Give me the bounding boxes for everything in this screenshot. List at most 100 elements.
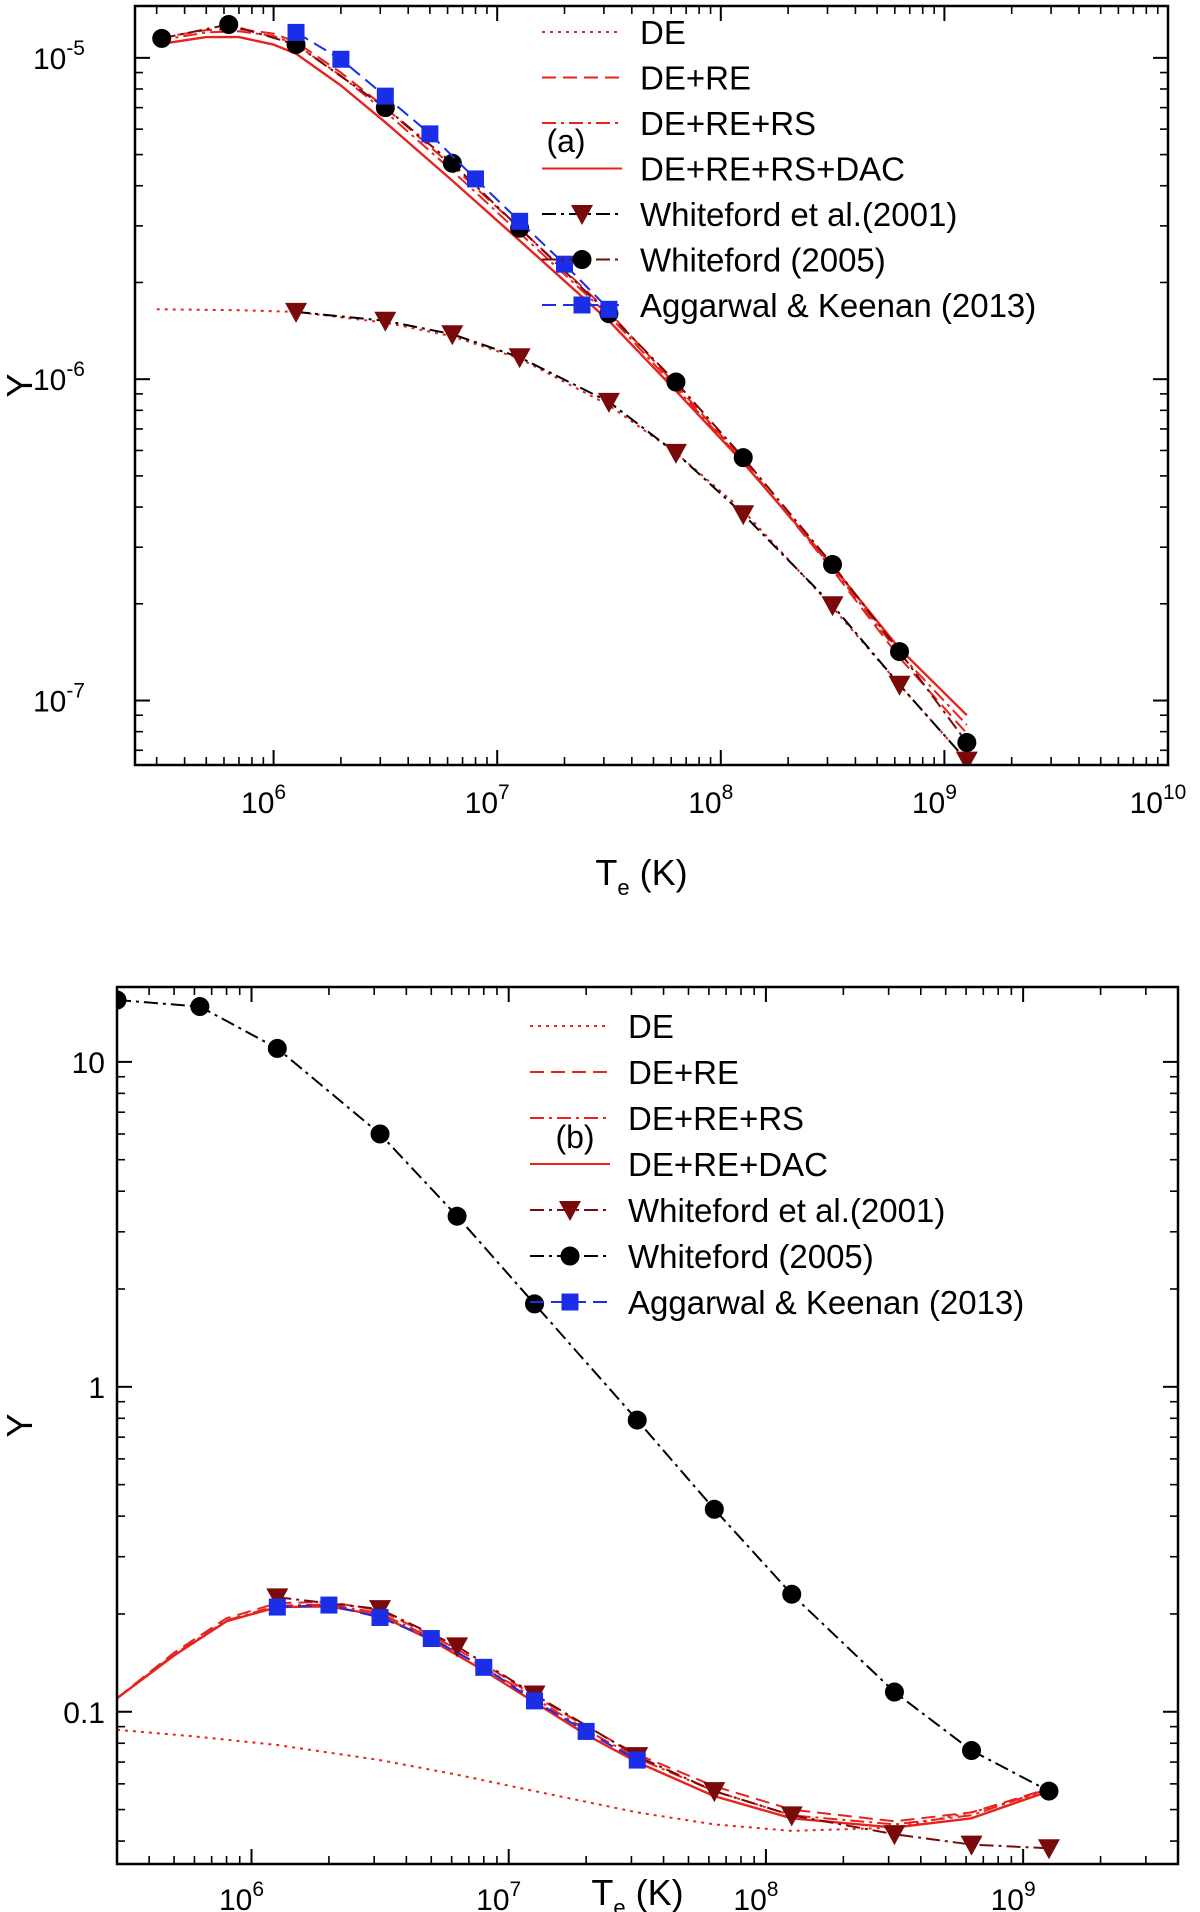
y-axis-label: Υ — [0, 1413, 40, 1437]
legend-marker — [572, 250, 592, 269]
x-axis-label-main: T — [595, 852, 617, 893]
x-axis-label: Te (K) — [595, 852, 687, 900]
series-0 — [156, 308, 968, 762]
data-point — [117, 990, 127, 1010]
legend-label: DE+RE+DAC — [628, 1146, 828, 1183]
legend-marker — [561, 1293, 579, 1311]
x-tick-label: 109 — [912, 781, 957, 820]
x-axis-label-unit: (K) — [630, 852, 688, 893]
series-line — [295, 310, 968, 762]
x-tick-label: 1010 — [1130, 781, 1187, 820]
data-point — [556, 255, 574, 273]
major-ticks — [117, 987, 1178, 1864]
x-tick-label: 108 — [688, 781, 733, 820]
data-point — [266, 1588, 289, 1609]
series-2 — [117, 1603, 1050, 1826]
data-point — [884, 1682, 904, 1702]
series-0 — [117, 1728, 1050, 1832]
data-point — [627, 1410, 647, 1430]
y-tick-label: 10-6 — [33, 358, 85, 397]
data-point — [890, 642, 910, 662]
data-point — [447, 1206, 467, 1226]
series-line — [277, 1604, 638, 1761]
plot-area — [152, 14, 978, 765]
legend-label: Aggarwal & Keenan (2013) — [628, 1284, 1024, 1321]
y-tick-label: 0.1 — [63, 1697, 105, 1730]
data-point — [320, 1596, 338, 1614]
y-tick-label: 10-5 — [33, 37, 85, 76]
data-point — [628, 1751, 646, 1769]
data-point — [600, 300, 618, 318]
legend-label: Aggarwal & Keenan (2013) — [640, 287, 1036, 324]
series-line — [117, 1600, 1050, 1823]
legend-label: Whiteford (2005) — [628, 1238, 874, 1275]
series-line — [117, 999, 1050, 1792]
x-tick-exponent: 8 — [722, 781, 734, 804]
x-axis-label-sub: e — [617, 875, 629, 900]
data-point — [1039, 1781, 1059, 1801]
data-point — [577, 1722, 595, 1740]
axes-frame — [115, 985, 1180, 1866]
panel-label: (a) — [546, 123, 585, 159]
series-line — [277, 1596, 1050, 1850]
series-3 — [117, 1605, 1050, 1829]
x-tick-exponent: 9 — [1024, 1878, 1036, 1901]
data-point — [442, 153, 462, 173]
data-point — [823, 555, 843, 575]
data-point — [267, 1038, 287, 1058]
x-axis-label-sub: e — [613, 1895, 625, 1912]
y-tick-label: 1 — [88, 1372, 105, 1405]
data-point — [285, 302, 308, 323]
series-line — [156, 308, 968, 762]
data-point — [525, 1294, 545, 1314]
data-point — [376, 87, 394, 105]
data-point — [664, 443, 687, 464]
data-point — [962, 1740, 982, 1760]
data-point — [960, 1835, 983, 1856]
data-point — [374, 311, 397, 332]
legend-label: Whiteford (2005) — [640, 242, 886, 279]
data-point — [704, 1499, 724, 1519]
data-point — [441, 325, 464, 346]
y-tick-base: 10 — [33, 364, 66, 397]
legend-label: DE+RE — [640, 60, 751, 97]
x-tick-label: 107 — [465, 781, 510, 820]
minor-ticks — [117, 987, 1178, 1864]
data-point — [475, 1658, 493, 1676]
data-point — [666, 372, 686, 392]
data-point — [597, 392, 620, 413]
x-tick-label: 109 — [991, 1878, 1036, 1912]
data-point — [287, 23, 305, 41]
x-tick-base: 10 — [219, 1884, 252, 1912]
data-point — [268, 1598, 286, 1616]
data-point — [957, 733, 977, 753]
legend-label: DE+RE+RS — [628, 1100, 804, 1137]
data-point — [421, 125, 439, 143]
x-tick-label: 107 — [476, 1878, 521, 1912]
series-1 — [117, 1600, 1050, 1823]
series-4 — [285, 302, 978, 765]
legend-marker — [571, 205, 593, 225]
legend-label: DE+RE+RS — [640, 105, 816, 142]
series-line — [156, 35, 968, 717]
data-point — [371, 1609, 389, 1627]
series-6 — [268, 1596, 646, 1769]
major-ticks — [135, 6, 1169, 765]
data-point — [780, 1806, 803, 1827]
y-axis-label: Υ — [0, 373, 40, 397]
y-tick-exponent: -5 — [66, 37, 85, 60]
data-point — [883, 1825, 906, 1846]
x-tick-base: 10 — [476, 1884, 509, 1912]
x-tick-base: 10 — [991, 1884, 1024, 1912]
legend-label: Whiteford et al.(2001) — [640, 196, 957, 233]
x-tick-exponent: 7 — [498, 781, 510, 804]
x-tick-exponent: 6 — [252, 1878, 264, 1901]
x-tick-base: 10 — [465, 787, 498, 820]
data-point — [446, 1637, 469, 1658]
y-tick-base: 10 — [33, 686, 66, 719]
series-line — [117, 1728, 1050, 1832]
legend-marker — [573, 296, 591, 314]
x-tick-exponent: 8 — [767, 1878, 779, 1901]
